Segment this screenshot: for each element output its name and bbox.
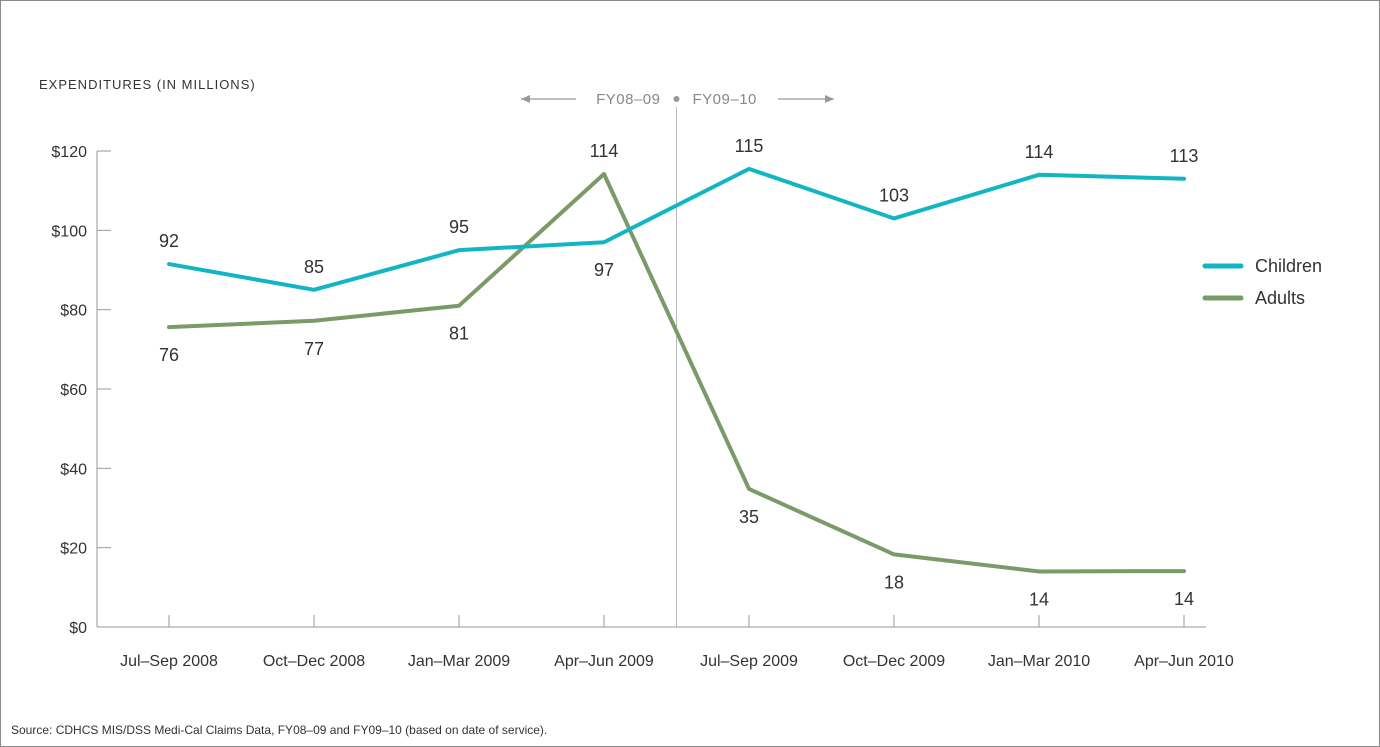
source-note: Source: CDHCS MIS/DSS Medi-Cal Claims Da… bbox=[11, 723, 547, 737]
y-axis-title: EXPENDITURES (IN MILLIONS) bbox=[39, 77, 256, 92]
data-label-adults: 77 bbox=[304, 339, 324, 359]
legend: Children Adults bbox=[1202, 256, 1322, 308]
x-tick-label: Jan–Mar 2009 bbox=[408, 653, 510, 670]
data-label-children: 115 bbox=[735, 136, 764, 156]
data-label-adults: 76 bbox=[159, 345, 179, 365]
data-label-adults: 114 bbox=[590, 141, 619, 161]
fy-left-label: FY08–09 bbox=[596, 91, 660, 108]
fy-left-arrowhead bbox=[521, 95, 530, 103]
y-tick-label: $40 bbox=[60, 461, 87, 478]
fy-right-label: FY09–10 bbox=[693, 91, 757, 108]
divider-dot bbox=[673, 96, 680, 102]
fy-right-arrowhead bbox=[825, 95, 834, 103]
x-tick-label: Oct–Dec 2008 bbox=[263, 653, 365, 670]
fiscal-year-divider: FY08–09 FY09–10 bbox=[521, 91, 834, 627]
y-tick-label: $120 bbox=[51, 144, 87, 161]
x-tick-label: Jan–Mar 2010 bbox=[988, 653, 1090, 670]
series-lines bbox=[167, 166, 1186, 574]
y-tick-label: $60 bbox=[60, 382, 87, 399]
data-label-adults: 81 bbox=[449, 324, 469, 344]
data-label-children: 85 bbox=[304, 257, 324, 277]
x-tick-label: Oct–Dec 2009 bbox=[843, 653, 945, 670]
x-tick-label: Apr–Jun 2010 bbox=[1134, 653, 1234, 670]
axes: $0 $20 $40 $60 $80 $100 $120 Jul–Sep 2008 Oct–De… bbox=[51, 144, 1234, 670]
data-labels: 92 85 95 97 115 103 114 113 76 77 81 114 35 18 14 14 bbox=[159, 136, 1198, 610]
data-label-children: 114 bbox=[1025, 142, 1054, 162]
x-tick-label: Jul–Sep 2009 bbox=[700, 653, 798, 670]
data-label-adults: 14 bbox=[1174, 589, 1194, 609]
x-tick-label: Jul–Sep 2008 bbox=[120, 653, 218, 670]
data-label-children: 95 bbox=[449, 217, 469, 237]
data-label-adults: 14 bbox=[1029, 589, 1049, 609]
data-label-children: 113 bbox=[1170, 146, 1199, 166]
series-line-children bbox=[167, 166, 1186, 292]
series-line-adults bbox=[167, 172, 1186, 574]
legend-label-adults: Adults bbox=[1255, 288, 1305, 308]
data-label-children: 103 bbox=[879, 185, 909, 205]
x-tick-label: Apr–Jun 2009 bbox=[554, 653, 654, 670]
data-label-children: 92 bbox=[159, 231, 179, 251]
data-label-adults: 18 bbox=[884, 572, 904, 592]
data-label-children: 97 bbox=[594, 260, 614, 280]
y-tick-label: $20 bbox=[60, 541, 87, 558]
data-label-adults: 35 bbox=[739, 507, 759, 527]
y-tick-label: $0 bbox=[69, 620, 87, 637]
y-tick-label: $80 bbox=[60, 303, 87, 320]
legend-label-children: Children bbox=[1255, 256, 1322, 276]
y-tick-label: $100 bbox=[51, 223, 87, 240]
